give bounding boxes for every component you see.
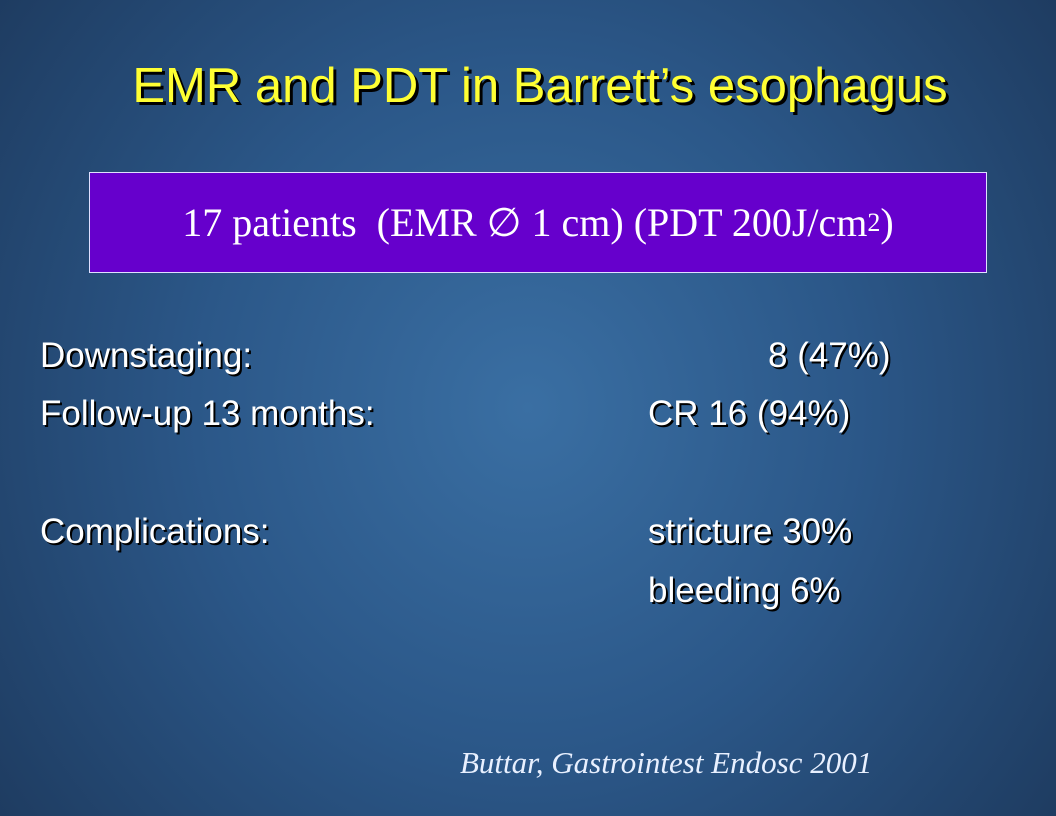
row-label: Downstaging: — [40, 336, 253, 375]
row-label: Follow-up 13 months: — [40, 394, 375, 433]
box-text: 17 patients (EMR ∅ 1 cm) (PDT 200J/cm — [182, 200, 868, 245]
row-label: Complications: — [40, 512, 270, 551]
citation: Buttar, Gastrointest Endosc 2001 — [460, 745, 873, 780]
row-value: 8 (47%) — [768, 336, 891, 375]
row-value: CR 16 (94%) — [648, 394, 851, 433]
slide-title: EMR and PDT in Barrett’s esophagus — [132, 59, 948, 113]
summary-box: 17 patients (EMR ∅ 1 cm) (PDT 200J/cm 2) — [89, 172, 987, 273]
row-value: bleeding 6% — [648, 571, 841, 610]
row-value: stricture 30% — [648, 512, 853, 551]
box-closing: ) — [880, 200, 894, 245]
